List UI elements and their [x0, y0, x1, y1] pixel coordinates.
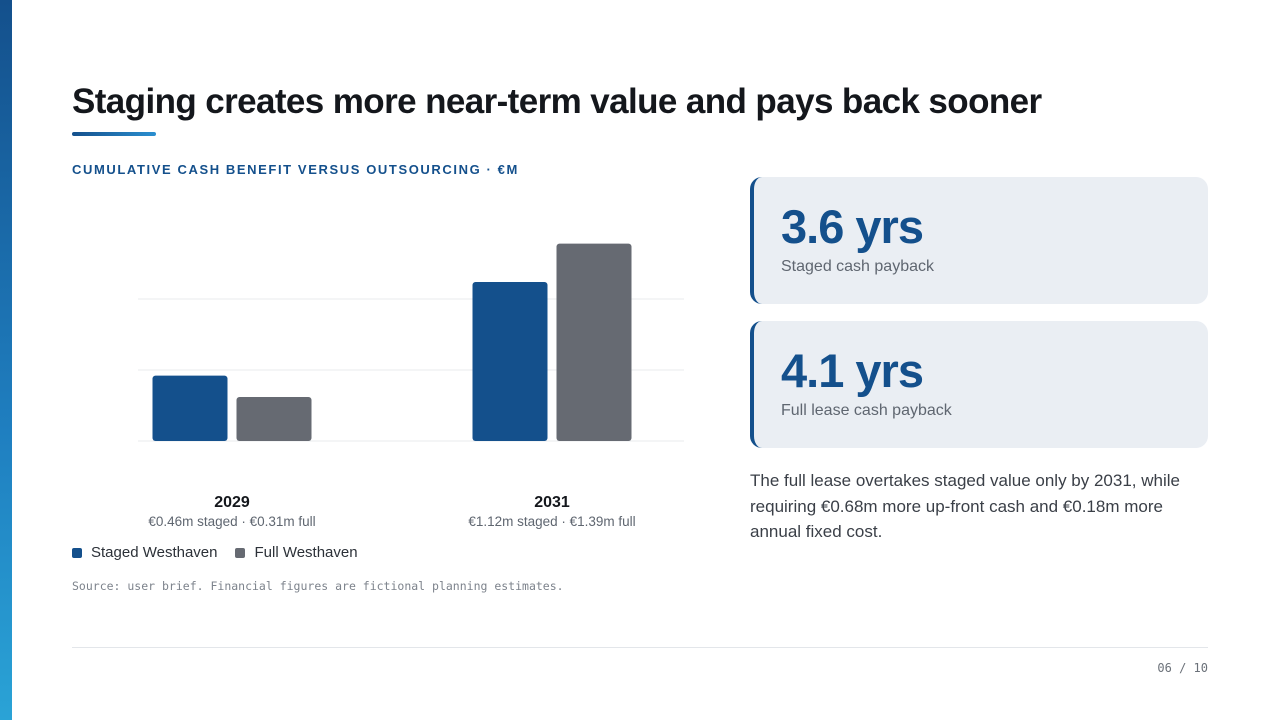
- bar-staged-2031: [472, 281, 548, 441]
- source-note: Source: user brief. Financial figures ar…: [72, 579, 564, 593]
- legend-item-full: Full Westhaven: [235, 544, 358, 561]
- legend-swatch: [72, 547, 82, 558]
- chart-label: CUMULATIVE CASH BENEFIT VERSUS OUTSOURCI…: [72, 162, 519, 177]
- kpi-card-staged: 3.6 yrs Staged cash payback: [750, 177, 1208, 304]
- kpi-value: 4.1 yrs: [781, 344, 924, 397]
- legend-swatch: [235, 547, 246, 558]
- category-label: 2031: [534, 494, 570, 511]
- bar-chart: [138, 243, 684, 442]
- footer-divider: [72, 647, 1208, 648]
- summary-text: The full lease overtakes staged value on…: [750, 471, 1180, 541]
- bar-full-2031: [556, 243, 632, 441]
- category-values-label: €1.12m staged · €1.39m full: [468, 514, 636, 529]
- kpi-label: Full lease cash payback: [781, 402, 952, 419]
- category-values-label: €0.46m staged · €0.31m full: [148, 514, 316, 529]
- bar-full-2029: [236, 396, 312, 441]
- title-underline: [72, 132, 156, 136]
- kpi-value: 3.6 yrs: [781, 200, 924, 253]
- category-label: 2029: [214, 494, 250, 511]
- kpi-card-full: 4.1 yrs Full lease cash payback: [750, 321, 1208, 448]
- legend-item-staged: Staged Westhaven: [72, 544, 217, 561]
- category-block-1: 2031 €1.12m staged · €1.39m full: [432, 494, 672, 529]
- page-title: Staging creates more near-term value and…: [72, 82, 1042, 121]
- page-number: 06 / 10: [1157, 661, 1208, 675]
- chart-legend: Staged Westhaven Full Westhaven: [72, 544, 358, 561]
- category-block-0: 2029 €0.46m staged · €0.31m full: [112, 494, 352, 529]
- bar-staged-2029: [152, 375, 228, 441]
- accent-strip: [0, 0, 12, 720]
- kpi-label: Staged cash payback: [781, 258, 934, 275]
- legend-label: Staged Westhaven: [91, 544, 218, 561]
- legend-label: Full Westhaven: [254, 544, 358, 561]
